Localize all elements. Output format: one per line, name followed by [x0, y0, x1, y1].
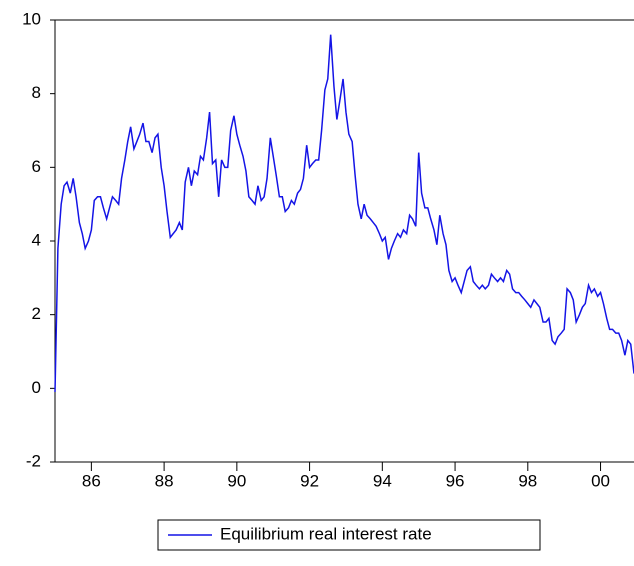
x-tick-label: 94	[373, 471, 392, 490]
y-tick-label: 4	[32, 230, 41, 249]
legend-box	[157, 519, 541, 551]
x-tick-label: 90	[227, 471, 246, 490]
x-tick-label: 00	[591, 471, 610, 490]
y-tick-label: 2	[32, 304, 41, 323]
x-tick-label: 96	[446, 471, 465, 490]
y-tick-label: -2	[26, 451, 41, 470]
y-tick-label: 8	[32, 83, 41, 102]
legend-label: Equilibrium real interest rate	[220, 524, 432, 543]
x-tick-label: 88	[155, 471, 174, 490]
x-tick-label: 86	[82, 471, 101, 490]
y-tick-label: 10	[22, 9, 41, 28]
plot-frame	[54, 19, 634, 463]
data-line	[54, 34, 634, 393]
y-tick-label: 6	[32, 157, 41, 176]
y-tick-label: 0	[32, 378, 41, 397]
x-tick-label: 92	[300, 471, 319, 490]
x-tick-label: 98	[518, 471, 537, 490]
